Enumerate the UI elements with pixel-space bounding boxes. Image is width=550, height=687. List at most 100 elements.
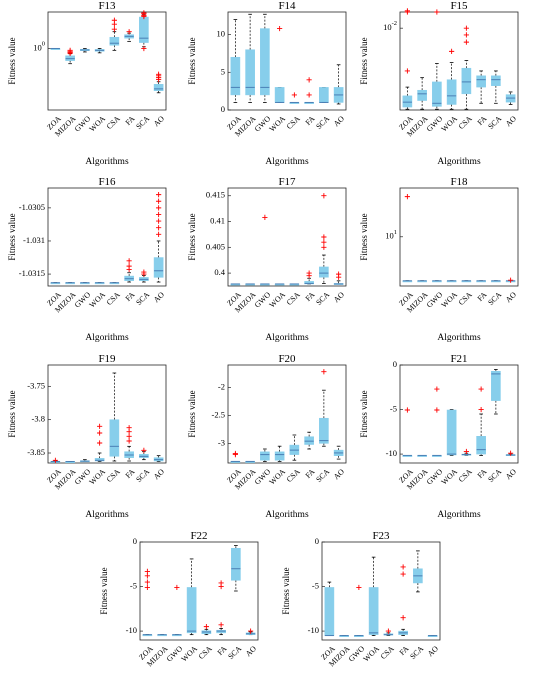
- outlier-marker: [156, 205, 162, 211]
- y-axis-label: Fitness value: [187, 390, 197, 437]
- x-category-label: SCA: [314, 467, 331, 484]
- box-mizoa: [65, 461, 75, 463]
- iqr-box: [231, 547, 241, 581]
- box-woa: [274, 445, 285, 462]
- y-tick-label: 10-2: [383, 21, 397, 32]
- outlier-marker: [156, 192, 162, 198]
- plot-area: [227, 364, 347, 464]
- outlier-marker: [174, 584, 180, 591]
- panel-title: F23: [372, 530, 390, 542]
- y-tick-label: 0: [221, 104, 225, 114]
- iqr-box: [153, 257, 164, 278]
- x-category-label: CSA: [379, 644, 396, 661]
- outlier-marker: [67, 47, 73, 53]
- box-sca: [319, 86, 329, 103]
- outlier-marker: [126, 425, 132, 431]
- y-tick-label: 0.405: [206, 241, 225, 251]
- box-csa: [461, 448, 472, 456]
- panel-title: F14: [278, 0, 296, 12]
- outlier-marker: [434, 386, 440, 392]
- box-mizoa: [339, 635, 349, 637]
- box-sca: [491, 280, 501, 283]
- y-tick-label: -1.0315: [19, 268, 45, 278]
- iqr-box: [461, 67, 472, 95]
- outlier-marker: [463, 448, 469, 455]
- box-csa: [109, 282, 120, 285]
- x-category-label: SCA: [486, 467, 503, 484]
- x-category-label: CSA: [285, 467, 302, 484]
- box-ao: [427, 635, 438, 637]
- box-gwo: [432, 9, 442, 110]
- x-axis-label: Algorithms: [437, 333, 481, 343]
- outlier-marker: [321, 244, 327, 250]
- box-zoa: [50, 457, 61, 463]
- iqr-box: [319, 266, 329, 278]
- x-category-label: AO: [152, 114, 167, 129]
- box-gwo: [260, 13, 270, 103]
- y-tick-label: -1.031: [23, 235, 45, 245]
- y-tick-label: 0: [133, 536, 137, 546]
- y-tick-label: 10: [217, 29, 226, 39]
- outlier-marker: [404, 8, 410, 14]
- x-category-label: WOA: [87, 467, 107, 487]
- y-axis-label: Fitness value: [7, 390, 17, 437]
- outlier-marker: [306, 92, 312, 98]
- box-ao: [153, 455, 164, 462]
- iqr-box: [319, 87, 329, 103]
- outlier-marker: [111, 26, 117, 32]
- iqr-box: [417, 89, 427, 101]
- outlier-marker: [156, 211, 162, 218]
- panel-title: F21: [450, 353, 467, 365]
- box-woa: [446, 48, 457, 110]
- box-woa: [94, 423, 105, 462]
- x-category-label: WOA: [267, 290, 287, 310]
- x-category-label: SCA: [134, 114, 151, 131]
- box-sca: [491, 70, 501, 104]
- box-zoa: [142, 568, 153, 637]
- y-tick-label: 5: [221, 66, 225, 76]
- box-zoa: [230, 19, 241, 103]
- outlier-marker: [356, 584, 362, 591]
- y-tick-label: 0.415: [206, 190, 225, 200]
- iqr-box: [368, 587, 379, 635]
- y-tick-label: -5: [130, 580, 137, 590]
- outlier-marker: [52, 457, 58, 463]
- outlier-marker: [478, 406, 484, 413]
- x-axis-label: Algorithms: [265, 333, 309, 343]
- iqr-box: [446, 409, 457, 456]
- y-tick-label: 0: [315, 536, 319, 546]
- box-zoa: [50, 282, 61, 285]
- y-tick-label: 0: [393, 359, 397, 369]
- box-zoa: [324, 581, 335, 637]
- iqr-box: [109, 36, 120, 46]
- box-csa: [109, 17, 120, 51]
- y-axis-label: Fitness value: [7, 37, 17, 84]
- outlier-marker: [144, 573, 150, 579]
- box-zoa: [230, 283, 241, 286]
- y-axis-label: Fitness value: [281, 567, 291, 614]
- box-ao: [333, 271, 344, 285]
- box-zoa: [230, 450, 241, 463]
- outlier-marker: [463, 25, 469, 31]
- box-ao: [333, 64, 344, 105]
- iqr-box: [230, 56, 241, 96]
- x-category-label: WOA: [267, 467, 287, 487]
- outlier-marker: [144, 579, 150, 585]
- box-mizoa: [417, 454, 427, 457]
- box-gwo: [80, 48, 90, 53]
- box-mizoa: [417, 77, 427, 110]
- box-csa: [461, 25, 472, 110]
- y-tick-label: -3.75: [27, 380, 45, 390]
- box-csa: [289, 283, 300, 286]
- y-tick-label: -10: [126, 625, 137, 635]
- x-category-label: SCA: [134, 290, 151, 307]
- outlier-marker: [126, 433, 132, 439]
- y-axis-label: Fitness value: [187, 37, 197, 84]
- x-category-label: AO: [152, 467, 167, 482]
- box-sca: [231, 545, 241, 592]
- box-sca: [319, 369, 329, 447]
